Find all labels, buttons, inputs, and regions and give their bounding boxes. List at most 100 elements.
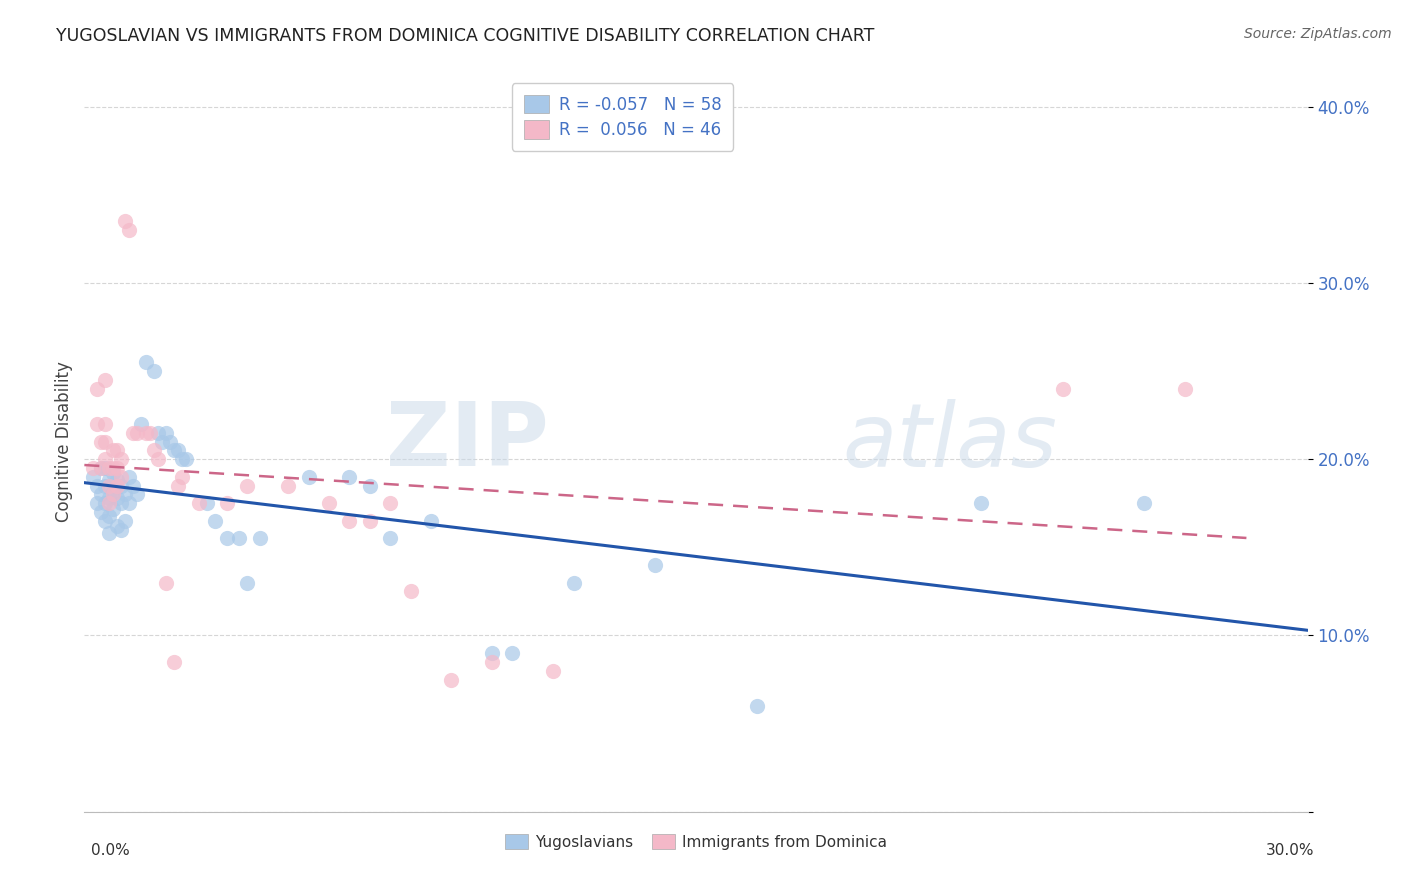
Point: [359, 478, 381, 492]
Point: [204, 514, 226, 528]
Point: [86, 478, 108, 492]
Point: [174, 452, 197, 467]
Point: [146, 452, 169, 467]
Point: [105, 491, 128, 505]
Point: [644, 558, 666, 572]
Point: [217, 532, 239, 546]
Point: [118, 470, 141, 484]
Point: [440, 673, 463, 687]
Point: [93, 514, 115, 528]
Point: [114, 487, 136, 501]
Point: [172, 470, 194, 484]
Point: [131, 417, 153, 431]
Point: [339, 514, 361, 528]
Point: [101, 483, 124, 498]
Point: [1052, 382, 1074, 396]
Point: [146, 425, 169, 440]
Point: [97, 508, 120, 523]
Point: [110, 523, 132, 537]
Point: [138, 425, 160, 440]
Point: [277, 478, 299, 492]
Point: [399, 584, 422, 599]
Y-axis label: Cognitive Disability: Cognitive Disability: [55, 361, 73, 522]
Point: [135, 355, 157, 369]
Point: [118, 223, 141, 237]
Point: [187, 496, 209, 510]
Point: [110, 470, 132, 484]
Point: [93, 461, 115, 475]
Point: [127, 487, 149, 501]
Point: [543, 664, 565, 678]
Point: [122, 478, 145, 492]
Point: [105, 478, 128, 492]
Point: [90, 487, 112, 501]
Point: [159, 434, 181, 449]
Point: [217, 496, 239, 510]
Point: [93, 452, 115, 467]
Point: [97, 473, 120, 487]
Point: [90, 461, 112, 475]
Point: [150, 434, 173, 449]
Point: [93, 496, 115, 510]
Point: [420, 514, 443, 528]
Point: [562, 575, 585, 590]
Point: [236, 575, 259, 590]
Point: [93, 478, 115, 492]
Point: [105, 461, 128, 475]
Point: [105, 519, 128, 533]
Point: [135, 425, 157, 440]
Point: [163, 655, 186, 669]
Point: [236, 478, 259, 492]
Point: [118, 496, 141, 510]
Point: [90, 505, 112, 519]
Point: [380, 532, 402, 546]
Point: [82, 470, 104, 484]
Point: [163, 443, 186, 458]
Point: [167, 478, 190, 492]
Point: [101, 461, 124, 475]
Point: [127, 425, 149, 440]
Point: [114, 214, 136, 228]
Point: [90, 461, 112, 475]
Point: [101, 467, 124, 481]
Text: Source: ZipAtlas.com: Source: ZipAtlas.com: [1244, 27, 1392, 41]
Point: [481, 646, 503, 660]
Point: [93, 373, 115, 387]
Point: [172, 452, 194, 467]
Point: [97, 496, 120, 510]
Point: [359, 514, 381, 528]
Point: [142, 443, 165, 458]
Point: [195, 496, 218, 510]
Point: [155, 575, 177, 590]
Text: YUGOSLAVIAN VS IMMIGRANTS FROM DOMINICA COGNITIVE DISABILITY CORRELATION CHART: YUGOSLAVIAN VS IMMIGRANTS FROM DOMINICA …: [56, 27, 875, 45]
Point: [86, 417, 108, 431]
Point: [380, 496, 402, 510]
Point: [97, 491, 120, 505]
Point: [339, 470, 361, 484]
Point: [101, 501, 124, 516]
Text: atlas: atlas: [842, 399, 1057, 484]
Point: [228, 532, 250, 546]
Point: [97, 478, 120, 492]
Point: [249, 532, 271, 546]
Text: 30.0%: 30.0%: [1267, 843, 1315, 858]
Point: [747, 698, 769, 713]
Point: [93, 417, 115, 431]
Text: 0.0%: 0.0%: [91, 843, 131, 858]
Point: [82, 461, 104, 475]
Point: [167, 443, 190, 458]
Point: [110, 452, 132, 467]
Point: [101, 487, 124, 501]
Text: ZIP: ZIP: [387, 398, 550, 485]
Point: [1133, 496, 1156, 510]
Point: [481, 655, 503, 669]
Point: [105, 473, 128, 487]
Point: [970, 496, 993, 510]
Point: [101, 443, 124, 458]
Point: [86, 496, 108, 510]
Point: [142, 364, 165, 378]
Point: [502, 646, 524, 660]
Point: [122, 425, 145, 440]
Point: [1174, 382, 1197, 396]
Point: [298, 470, 321, 484]
